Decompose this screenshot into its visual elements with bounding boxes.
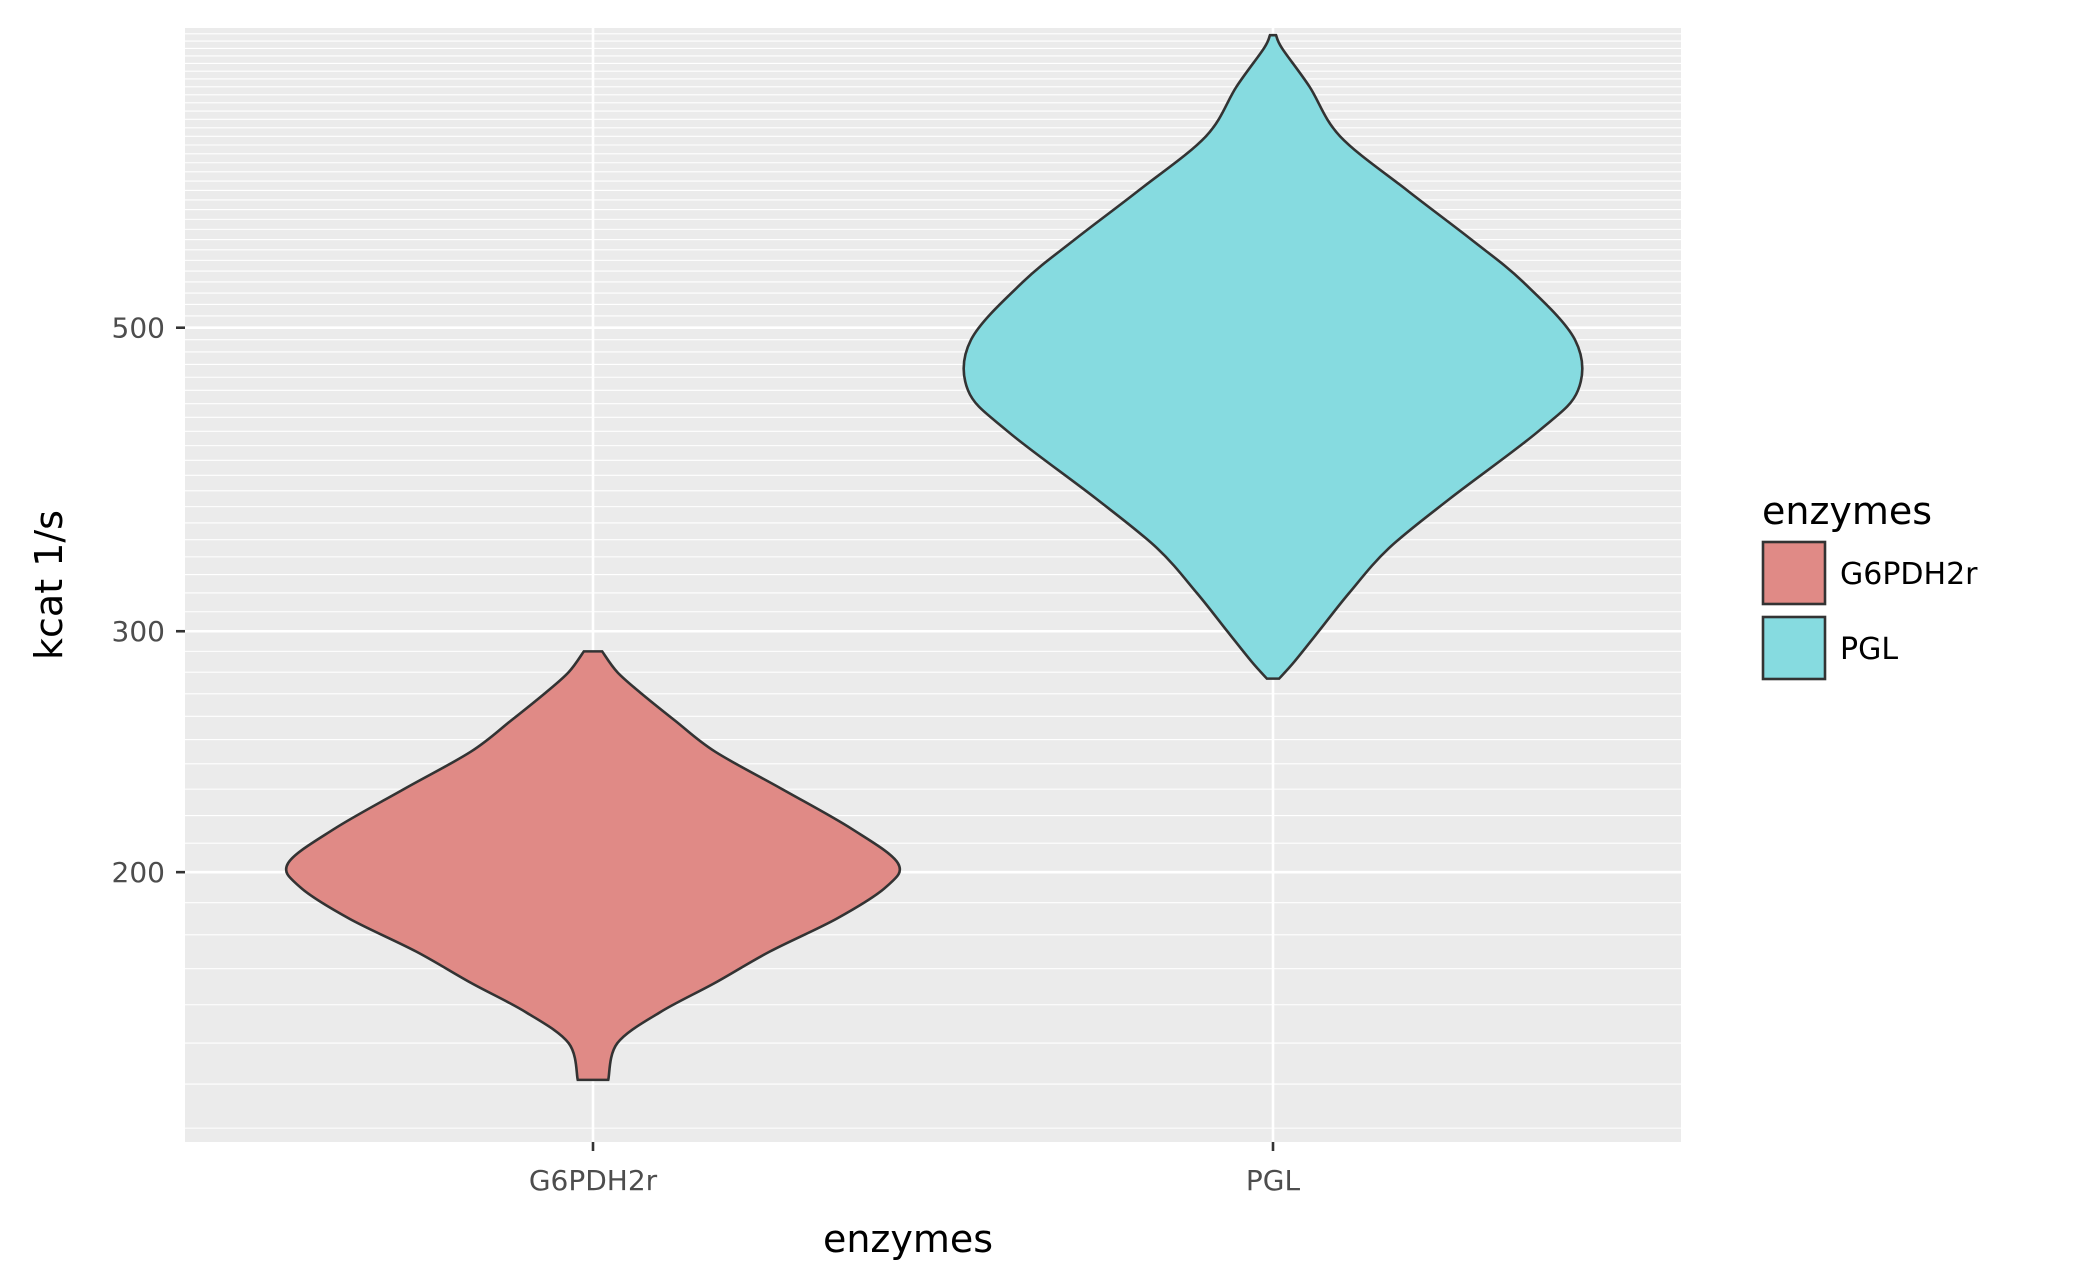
violins bbox=[284, 33, 1584, 1082]
violin-g6pdh2r bbox=[284, 650, 902, 1082]
plot-panel bbox=[185, 28, 1681, 1142]
x-axis-title: enzymes bbox=[823, 1217, 993, 1261]
x-tick-label: G6PDH2r bbox=[529, 1164, 658, 1197]
y-axis: 200 300 500 bbox=[112, 312, 185, 889]
legend-key-g6pdh2r bbox=[1761, 540, 1827, 606]
legend: enzymes G6PDH2r PGL bbox=[1761, 489, 1978, 681]
legend-label: PGL bbox=[1840, 632, 1898, 667]
y-tick-label: 200 bbox=[112, 856, 165, 889]
violin-pgl bbox=[962, 33, 1584, 680]
y-tick-label: 500 bbox=[112, 312, 165, 345]
x-axis: G6PDH2r PGL bbox=[529, 1142, 1301, 1197]
legend-key-pgl bbox=[1761, 615, 1827, 681]
y-tick-label: 300 bbox=[112, 615, 165, 648]
x-tick-label: PGL bbox=[1246, 1164, 1301, 1197]
legend-label: G6PDH2r bbox=[1840, 557, 1978, 592]
legend-title: enzymes bbox=[1762, 489, 1932, 533]
y-axis-title: kcat 1/s bbox=[27, 510, 71, 660]
